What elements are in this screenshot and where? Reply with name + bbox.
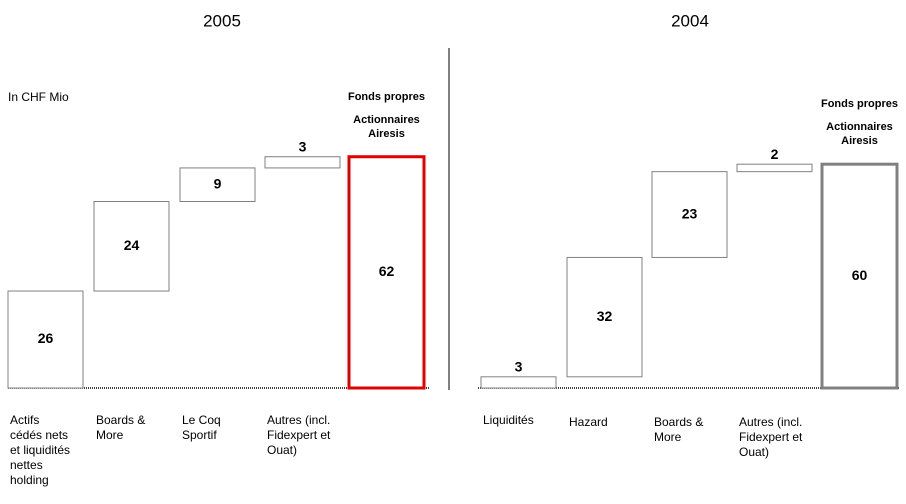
category-label: Boards & More	[96, 413, 146, 442]
bar	[264, 156, 341, 169]
chart-title: 2004	[671, 11, 709, 30]
category-label: Le Coq Sportif	[182, 413, 221, 442]
value-label: 26	[38, 330, 54, 346]
category-label: Boards & More	[654, 415, 704, 444]
chart-title: 2005	[203, 11, 241, 30]
total-label: Fonds propres	[347, 90, 425, 103]
total-bar	[820, 162, 899, 390]
value-label: 32	[597, 308, 613, 324]
value-label: 24	[124, 237, 140, 253]
total-label: Fonds propres	[820, 98, 898, 111]
category-label: Autres (incl. Fidexpert et Ouat)	[739, 415, 803, 459]
category-label: Hazard	[569, 415, 608, 429]
category-label: Actifs cédés nets et liquidités nettes h…	[10, 413, 71, 487]
total-value-label: 62	[379, 263, 395, 279]
value-label: 23	[682, 205, 698, 221]
value-label: 3	[299, 138, 307, 154]
bar	[93, 201, 170, 292]
bar	[179, 167, 256, 202]
bar	[736, 163, 813, 173]
total-label: Actionnaires Airesis	[826, 121, 893, 148]
bar	[651, 171, 728, 258]
category-label: Autres (incl. Fidexpert et Ouat)	[267, 413, 331, 457]
total-value-label: 60	[852, 267, 868, 283]
total-label: Actionnaires Airesis	[353, 113, 420, 140]
bar	[7, 290, 84, 389]
value-label: 3	[515, 359, 523, 375]
unit-note: In CHF Mio	[8, 90, 69, 104]
category-label: Liquidités	[483, 413, 534, 427]
bar	[480, 376, 557, 389]
value-label: 9	[214, 175, 222, 191]
value-label: 2	[771, 146, 779, 162]
bar	[566, 256, 643, 378]
total-bar	[347, 155, 426, 390]
